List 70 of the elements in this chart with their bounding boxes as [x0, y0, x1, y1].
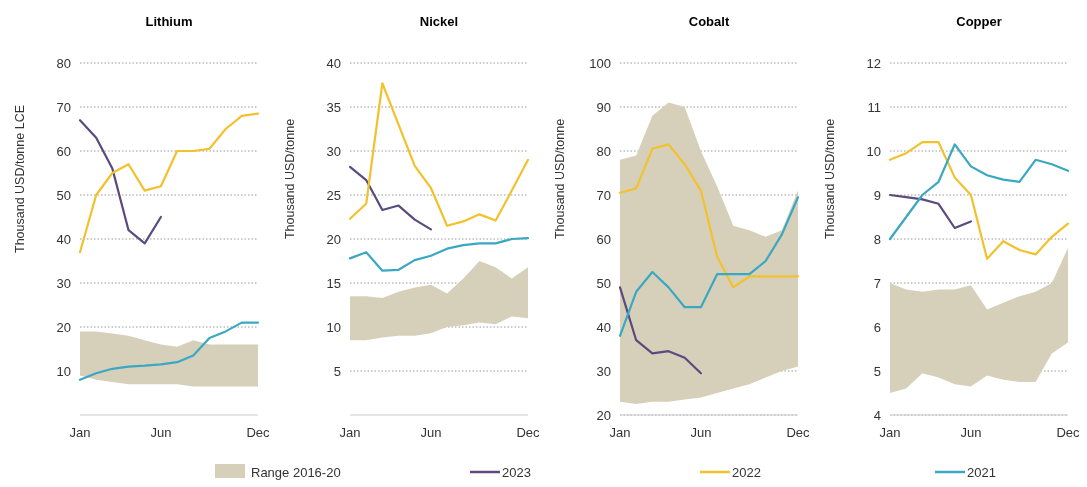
x-tick-label: Dec	[786, 425, 811, 440]
line-series	[888, 141, 1070, 260]
x-tick-label: Dec	[246, 425, 271, 440]
y-tick-label: 4	[873, 407, 881, 423]
y-tick-label: 30	[326, 143, 341, 159]
y-tick-label: 5	[873, 363, 881, 379]
y-tick-label: 60	[56, 143, 71, 159]
y-axis-title: Thousand USD/tonne	[553, 118, 567, 240]
y-tick-label: 80	[56, 55, 71, 71]
line-series	[888, 193, 973, 230]
y-tick-label: 70	[596, 187, 611, 203]
y-tick-label: 20	[56, 319, 71, 335]
line-series	[348, 82, 530, 227]
y-tick-label: 9	[873, 187, 881, 203]
y-tick-label: 50	[56, 187, 71, 203]
y-tick-label: 15	[326, 275, 341, 291]
y-tick-label: 35	[326, 99, 341, 115]
y-tick-label: 100	[589, 55, 611, 71]
legend-label: Range 2016-20	[251, 464, 341, 480]
y-tick-label: 20	[326, 231, 341, 247]
y-tick-label: 7	[873, 275, 881, 291]
x-tick-label: Jan	[609, 425, 631, 440]
y-tick-label: 40	[56, 231, 71, 247]
y-tick-label: 20	[596, 407, 611, 423]
y-tick-label: 10	[326, 319, 341, 335]
legend-label: 2022	[732, 464, 761, 480]
y-tick-label: 10	[56, 363, 71, 379]
y-tick-label: 90	[596, 99, 611, 115]
y-tick-label: 50	[596, 275, 611, 291]
x-tick-label: Jun	[960, 425, 982, 440]
x-tick-label: Jun	[150, 425, 172, 440]
x-tick-label: Jun	[420, 425, 442, 440]
x-tick-label: Dec	[1056, 425, 1081, 440]
y-tick-label: 8	[873, 231, 881, 247]
y-tick-label: 10	[866, 143, 881, 159]
y-tick-label: 70	[56, 99, 71, 115]
y-tick-label: 12	[866, 55, 881, 71]
chart-title: Nickel	[419, 14, 459, 29]
y-tick-label: 6	[873, 319, 881, 335]
line-series	[618, 196, 800, 337]
x-tick-label: Jun	[690, 425, 712, 440]
chart-title: Copper	[956, 14, 1002, 29]
line-series	[78, 112, 260, 254]
chart-title: Lithium	[145, 14, 193, 29]
legend-label: 2021	[967, 464, 996, 480]
line-series	[78, 321, 260, 381]
line-series	[348, 165, 433, 231]
y-tick-label: 11	[867, 99, 881, 115]
y-tick-label: 80	[596, 143, 611, 159]
line-series	[348, 237, 530, 272]
y-tick-label: 30	[596, 363, 611, 379]
y-axis-title: Thousand USD/tonne	[823, 118, 837, 240]
y-axis-title: Thousand USD/tonne LCE	[13, 104, 27, 254]
y-tick-label: 25	[326, 187, 341, 203]
line-series	[78, 119, 163, 245]
y-tick-label: 40	[596, 319, 611, 335]
line-series	[888, 143, 1070, 241]
chart-title: Cobalt	[688, 14, 730, 29]
y-tick-label: 30	[56, 275, 71, 291]
x-tick-label: Dec	[516, 425, 541, 440]
line-series	[618, 143, 800, 289]
y-tick-label: 40	[326, 55, 341, 71]
x-tick-label: Jan	[879, 425, 901, 440]
x-tick-label: Jan	[339, 425, 361, 440]
x-tick-label: Jan	[69, 425, 91, 440]
y-tick-label: 60	[596, 231, 611, 247]
line-series	[618, 286, 703, 375]
y-axis-title: Thousand USD/tonne	[283, 118, 297, 240]
y-tick-label: 5	[333, 363, 341, 379]
legend-label: 2023	[502, 464, 531, 480]
